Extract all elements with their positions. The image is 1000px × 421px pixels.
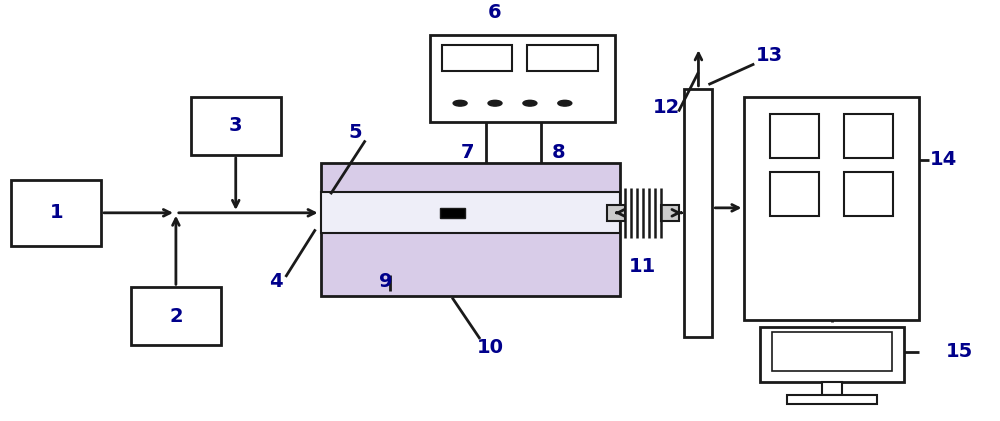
Bar [770, 172, 819, 216]
Text: 14: 14 [930, 150, 957, 169]
Text: 9: 9 [379, 272, 392, 290]
Bar [787, 395, 877, 404]
Text: 3: 3 [229, 117, 242, 136]
Text: 15: 15 [946, 342, 973, 361]
Bar [844, 114, 893, 158]
Text: 7: 7 [461, 143, 474, 163]
Bar [684, 89, 712, 337]
Bar [822, 382, 842, 395]
Bar [844, 172, 893, 216]
Text: 6: 6 [488, 3, 502, 22]
Bar [320, 192, 620, 234]
Bar [11, 180, 101, 246]
Bar [661, 205, 679, 221]
Bar [772, 331, 892, 371]
Text: 8: 8 [552, 143, 566, 163]
Bar [320, 163, 620, 296]
Text: 4: 4 [269, 272, 282, 290]
Bar [191, 97, 281, 155]
Bar [744, 97, 919, 320]
Text: 2: 2 [169, 307, 183, 326]
Bar [442, 45, 512, 72]
Circle shape [453, 100, 467, 106]
Bar [440, 208, 465, 218]
Text: 12: 12 [653, 98, 680, 117]
Text: 1: 1 [49, 203, 63, 222]
Bar [770, 114, 819, 158]
Circle shape [523, 100, 537, 106]
Circle shape [488, 100, 502, 106]
Bar [760, 327, 904, 382]
Bar [527, 45, 598, 72]
Text: 5: 5 [349, 123, 362, 142]
Bar [607, 205, 625, 221]
Text: 11: 11 [629, 257, 656, 276]
Text: 13: 13 [756, 46, 783, 65]
Bar [430, 35, 615, 122]
Circle shape [558, 100, 572, 106]
Text: 10: 10 [477, 338, 504, 357]
Bar [131, 287, 221, 345]
